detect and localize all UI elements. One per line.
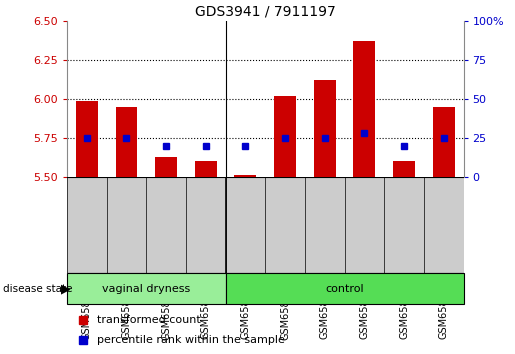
Bar bbox=[393, 161, 415, 177]
Bar bbox=[274, 96, 296, 177]
Text: transformed count: transformed count bbox=[97, 315, 200, 325]
Text: control: control bbox=[325, 284, 364, 293]
Bar bbox=[195, 161, 217, 177]
Bar bbox=[353, 41, 375, 177]
Bar bbox=[76, 101, 98, 177]
Bar bbox=[314, 80, 336, 177]
Text: vaginal dryness: vaginal dryness bbox=[102, 284, 191, 293]
Bar bbox=[433, 107, 455, 177]
Bar bbox=[67, 273, 226, 304]
Text: percentile rank within the sample: percentile rank within the sample bbox=[97, 335, 285, 345]
Bar bbox=[155, 157, 177, 177]
Text: disease state: disease state bbox=[3, 284, 72, 293]
Text: ▶: ▶ bbox=[61, 282, 71, 295]
Bar bbox=[115, 107, 138, 177]
Bar bbox=[226, 273, 464, 304]
Title: GDS3941 / 7911197: GDS3941 / 7911197 bbox=[195, 5, 336, 19]
Bar bbox=[234, 176, 256, 177]
